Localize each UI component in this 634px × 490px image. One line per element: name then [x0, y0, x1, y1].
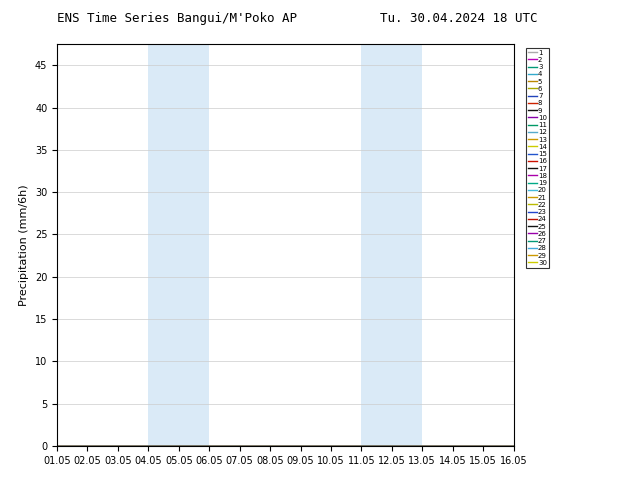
Text: Tu. 30.04.2024 18 UTC: Tu. 30.04.2024 18 UTC [380, 12, 538, 25]
Bar [361, 44, 392, 446]
Text: ENS Time Series Bangui/M'Poko AP: ENS Time Series Bangui/M'Poko AP [57, 12, 297, 25]
Bar [179, 44, 209, 446]
Legend: 1, 2, 3, 4, 5, 6, 7, 8, 9, 10, 11, 12, 13, 14, 15, 16, 17, 18, 19, 20, 21, 22, 2: 1, 2, 3, 4, 5, 6, 7, 8, 9, 10, 11, 12, 1… [526, 48, 549, 268]
Y-axis label: Precipitation (mm/6h): Precipitation (mm/6h) [19, 184, 29, 306]
Bar [148, 44, 179, 446]
Bar [392, 44, 422, 446]
